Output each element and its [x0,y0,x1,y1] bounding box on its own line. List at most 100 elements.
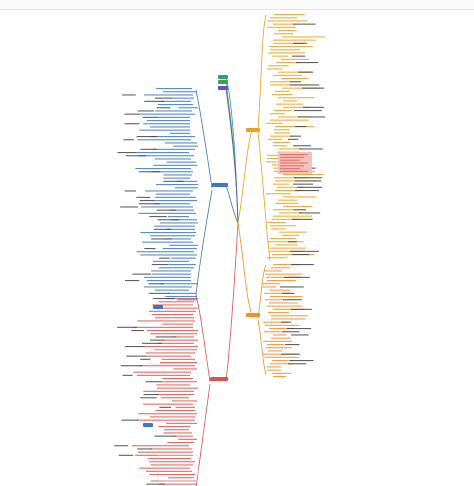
blue-leaf [168,264,196,266]
orange2-leaf-text [281,353,301,355]
orange-leaf-text [292,55,306,57]
orange2-leaf [268,350,283,352]
orange-spine-down [257,131,271,261]
blue-leaf-text [139,200,155,202]
red-leaf [149,474,195,476]
red-leaf [173,368,197,370]
connector-right-bottom [237,222,253,316]
red-leaf-text [146,483,165,485]
orange-leaf-text [302,87,325,89]
blue-leaf [166,161,196,163]
orange-leaf-text [293,183,314,185]
orange-leaf [270,135,293,137]
orange-leaf-text [288,241,297,243]
red-leaf-text [140,358,151,360]
blue-leaf [177,299,197,301]
red-leaf [163,432,192,434]
blue-leaf [156,184,198,186]
blue-leaf [138,212,196,214]
blue-leaf [163,238,191,240]
orange2-leaf [265,356,300,358]
orange-leaf [278,199,298,201]
red-leaf [150,464,193,466]
red-leaf [174,435,193,437]
side-tag-1[interactable] [153,305,163,309]
red-leaf [159,307,198,309]
blue-leaf [164,142,197,144]
blue-leaf-text [124,190,136,192]
orange2-leaf-text [283,299,302,301]
red-leaf [156,394,194,396]
orange2-leaf-text [284,276,310,278]
orange-leaf-text [293,23,316,25]
blue-leaf-text [156,107,171,109]
branch-node-right-top[interactable] [246,128,260,132]
blue-leaf [163,177,190,179]
red-leaf [132,445,189,447]
branch-node-left-red[interactable] [210,377,228,381]
blue-leaf [139,129,190,131]
orange-leaf [283,100,298,102]
blue-leaf [146,280,191,282]
orange2-leaf [271,267,290,269]
red-leaf-text [143,394,159,396]
orange2-leaf [265,299,284,301]
highlight-line [280,170,308,172]
orange-leaf [267,222,286,224]
orange2-leaf [272,360,293,362]
branch-node-left-blue[interactable] [212,183,228,187]
orange2-spine-down [257,319,267,376]
orange-leaf-text [303,106,324,108]
orange-leaf [266,122,283,124]
red-leaf [175,406,195,408]
side-tag-2[interactable] [143,423,153,427]
orange2-leaf [264,270,282,272]
blue-leaf [145,190,193,192]
blue-leaf [143,286,192,288]
highlight-line [280,168,300,170]
blue-leaf [169,97,194,99]
orange-leaf [282,36,326,38]
orange2-leaf [266,276,302,278]
connector-purple [225,88,239,224]
orange2-leaf-text [282,331,300,333]
red-leaf [162,378,193,380]
orange-leaf-text [295,180,322,182]
blue-leaf [157,104,193,106]
branch-node-right-bottom[interactable] [246,313,260,317]
red-leaf-text [117,326,138,328]
blue-leaf [150,126,190,128]
orange-leaf [266,193,292,195]
blue-leaf [135,168,191,170]
highlight-line [280,159,300,161]
blue-leaf [152,148,195,150]
orange-leaf-text [293,145,311,147]
orange-leaf-text [290,135,302,137]
orange-leaf [278,71,312,73]
blue-leaf-text [124,113,139,115]
orange-leaf-text [297,186,323,188]
blue-leaf [158,267,194,269]
red-leaf-text [126,355,147,357]
orange-leaf [273,142,291,144]
blue-leaf-text [154,97,172,99]
red-leaf [162,339,198,341]
red-leaf-text [114,445,129,447]
orange2-leaf [263,340,292,342]
branch-node-3[interactable] [218,86,228,90]
blue-leaf-text [136,196,151,198]
red-leaf-text [122,374,133,376]
blue-leaf [146,120,190,122]
orange2-leaf [268,312,289,314]
branch-node-2[interactable] [218,80,228,84]
red-leaf [135,454,193,456]
orange-leaf [279,231,307,233]
branch-node-1[interactable] [218,75,228,79]
orange2-leaf-text [288,363,307,365]
mindmap-canvas[interactable] [0,10,474,486]
orange-leaf [278,116,313,118]
red-leaf-text [140,397,157,399]
orange-leaf [270,81,292,83]
orange-leaf-text [296,62,319,64]
orange-leaf [267,26,296,28]
